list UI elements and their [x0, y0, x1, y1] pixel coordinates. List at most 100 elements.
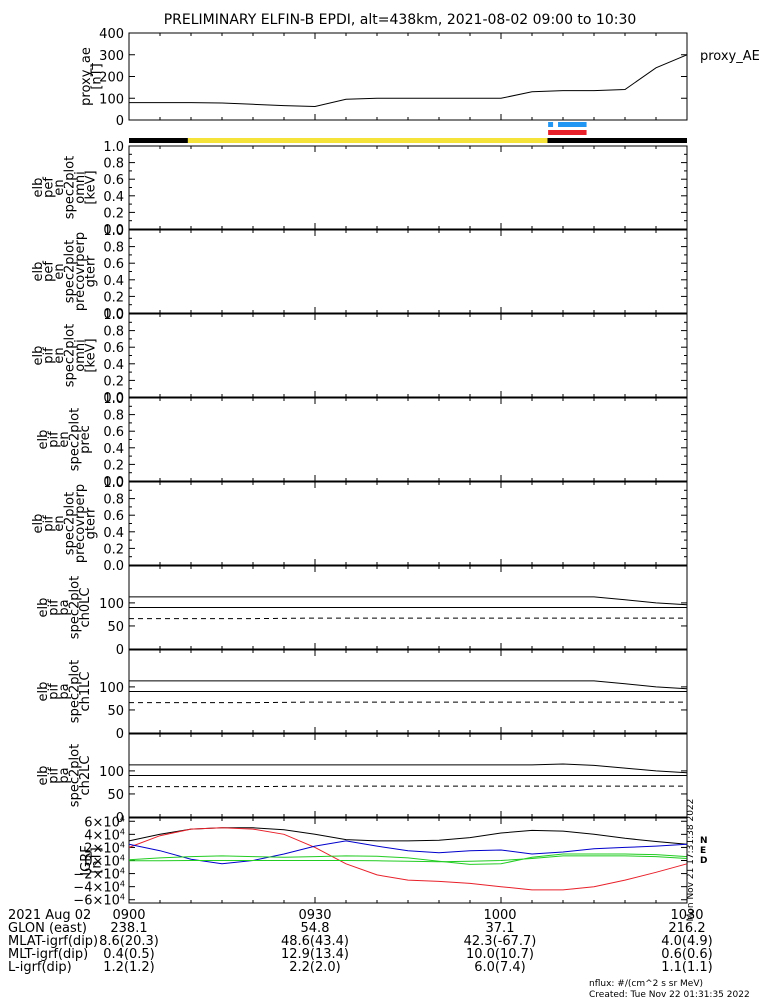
ylabel-line: spec2plot	[68, 744, 83, 807]
ylabel-line: spec2plot	[68, 576, 83, 639]
ytick-label: 1.0	[103, 476, 124, 491]
ytick-label: 0	[116, 811, 124, 826]
ylabel-line: gterr	[83, 255, 98, 287]
ylabel-line: ch1LC	[78, 672, 93, 712]
ytick-label: 100	[99, 681, 124, 696]
panel-frame-pif_en_spec2plot_prec	[128, 397, 688, 482]
ylabel-line: spec2plot	[68, 408, 83, 471]
series-line-1	[128, 827, 688, 891]
footer-value: 1000	[483, 908, 516, 923]
footer-value: 37.1	[486, 921, 515, 936]
footer-value: 0930	[298, 908, 331, 923]
ytick-label: 0.6	[103, 173, 124, 188]
ytick-label: 0.2	[103, 458, 124, 473]
panel-frame-proxy_ae	[128, 32, 688, 121]
footer-value: 12.9(13.4)	[281, 947, 349, 962]
ytick-label: 0.6	[103, 341, 124, 356]
footer-value: 48.6(43.4)	[281, 934, 349, 949]
status-mark-2	[548, 130, 587, 135]
panel-frame-pif_en_spec2plot_precovrperp_gterr	[128, 481, 688, 566]
ylabel-line: omni	[73, 339, 88, 371]
ylabel-line: elb	[31, 262, 46, 282]
ytick-label: 0.4	[103, 526, 124, 541]
ylabel-line: prec	[78, 425, 93, 453]
footer-value: 0.4(0.5)	[103, 947, 155, 962]
series-line-0	[129, 763, 688, 774]
footer-value: 8.6(20.3)	[99, 934, 159, 949]
ylabel-line: en	[57, 431, 72, 447]
ylabel-line: pif	[41, 515, 56, 532]
ylabel-line: pa	[57, 683, 72, 699]
side-timestamp: Mon Nov 21 17:31:38 2022	[686, 799, 696, 922]
legend-E: E	[700, 846, 706, 856]
ytick-label: 0.2	[103, 290, 124, 305]
ylabel-line: spec2plot	[62, 324, 77, 387]
ylabel-line: elb	[36, 682, 51, 702]
ytick-label: 0.0	[103, 475, 124, 490]
ylabel-line: [keV]	[83, 338, 98, 372]
status-mark-1	[558, 122, 587, 127]
ytick-label: 0.0	[103, 307, 124, 322]
ytick-label: 50	[107, 620, 124, 635]
footer-value: 10.0(10.7)	[466, 947, 534, 962]
ytick-label: 4×104	[84, 827, 125, 843]
panel-frame-pef_en_spec2plot_precovrperp_gterr	[128, 229, 688, 314]
ylabel-line: [nT]	[89, 847, 104, 873]
series-line-2	[129, 701, 687, 704]
footer-label: L-igrf(dip)	[8, 960, 72, 975]
ylabel-line: ch2LC	[78, 756, 93, 796]
ytick-label: 0.4	[103, 358, 124, 373]
nflux-units: nflux: #/(cm^2 s sr MeV)	[589, 979, 703, 989]
footer-value: 0.6(0.6)	[661, 947, 713, 962]
ytick-label: 1.0	[103, 308, 124, 323]
series-line-4	[128, 853, 688, 865]
footer-value: 42.3(-67.7)	[464, 934, 537, 949]
ylabel-line: en	[52, 347, 67, 363]
series-line-3	[129, 855, 688, 863]
ylabel-line: elb	[31, 514, 46, 534]
ylabel-line: spec2plot	[68, 660, 83, 723]
ytick-label: 0.8	[103, 493, 124, 508]
ylabel-line: pif	[47, 431, 62, 448]
ylabel-line: precovrperp	[73, 484, 88, 563]
ylabel-line: precovrperp	[73, 232, 88, 311]
ytick-label: 0.2	[103, 542, 124, 557]
ytick-label: 50	[107, 788, 124, 803]
plot-title: PRELIMINARY ELFIN-B EPDI, alt=438km, 202…	[164, 12, 637, 28]
ylabel-line: elb	[36, 598, 51, 618]
created-timestamp: Created: Tue Nov 22 01:31:35 2022	[589, 990, 750, 1000]
ylabel-line: [keV]	[83, 170, 98, 204]
footer-value: 6.0(7.4)	[474, 960, 526, 975]
ytick-label: 0.4	[103, 190, 124, 205]
series-line-2	[129, 785, 687, 788]
ytick-label: 0.6	[103, 509, 124, 524]
footer-value: 54.8	[301, 921, 330, 936]
ylabel-line: IGRF	[79, 845, 94, 875]
footer-label: GLON (east)	[8, 921, 87, 936]
legend-D: D	[700, 856, 707, 866]
ytick-label: 0.0	[103, 391, 124, 406]
ylabel-line: pa	[57, 599, 72, 615]
ylabel-line: pa	[57, 767, 72, 783]
ytick-label: 0.2	[103, 206, 124, 221]
ytick-label: 0.8	[103, 241, 124, 256]
status-segment-1	[187, 138, 548, 143]
ytick-label: 300	[99, 49, 124, 64]
series-line-0	[129, 680, 688, 690]
ytick-label: 0.4	[103, 274, 124, 289]
footer-value: 0900	[112, 908, 145, 923]
ytick-label: 0.8	[103, 325, 124, 340]
footer-value: 2.2(2.0)	[289, 960, 341, 975]
series-line-2	[129, 617, 687, 620]
ylabel-line: gterr	[83, 507, 98, 539]
ylabel-line: [nT]	[89, 63, 104, 89]
ytick-label: −4×104	[73, 880, 125, 896]
series-line-2	[128, 840, 688, 865]
ytick-label: 0.6	[103, 425, 124, 440]
ylabel-line: en	[52, 179, 67, 195]
series-line-0	[129, 596, 688, 606]
footer-value: 1.1(1.1)	[661, 960, 713, 975]
ytick-label: −6×104	[73, 893, 125, 909]
series-line-proxy_ae	[129, 54, 688, 108]
